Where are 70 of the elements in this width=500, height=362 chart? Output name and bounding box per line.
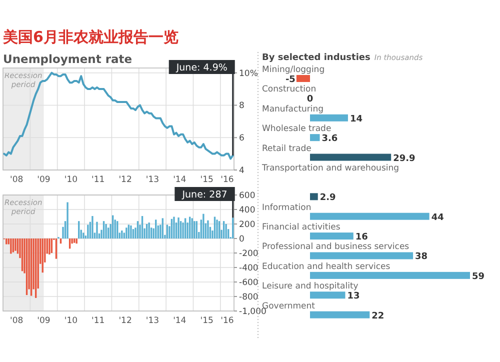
- y-tick-label: -200: [239, 249, 258, 259]
- y-tick-label: 10%: [239, 68, 258, 79]
- y-tick-label: -600: [239, 278, 258, 288]
- bar: [310, 252, 414, 260]
- y-tick-label: 6: [239, 134, 244, 144]
- y-tick-label: Education and health services: [262, 262, 391, 272]
- x-tick-label: '12: [118, 316, 132, 326]
- data-label: 13: [347, 292, 360, 302]
- y-tick-label: -1,000: [239, 307, 266, 317]
- x-tick-label: '15: [200, 316, 214, 326]
- x-tick-label: '10: [64, 316, 78, 326]
- x-tick-label: '10: [64, 175, 78, 185]
- annotation: June: 287: [181, 190, 228, 200]
- y-tick-label: Mining/logging: [262, 65, 325, 75]
- x-tick-label: '14: [173, 175, 186, 185]
- line-series: [3, 72, 234, 160]
- y-tick-label: Construction: [262, 84, 316, 95]
- x-tick-label: '15: [200, 175, 214, 185]
- y-tick-label: Leisure and hospitality: [262, 282, 358, 292]
- data-label: -5: [285, 75, 296, 85]
- chart-title: 美国6月非农就业报告一览: [2, 28, 178, 46]
- bar: [310, 272, 470, 279]
- y-tick-label: Information: [262, 202, 312, 213]
- x-tick-label: '08: [10, 175, 24, 185]
- bar: [310, 292, 346, 299]
- x-tick-label: '09: [37, 316, 50, 326]
- y-tick-label: 400: [239, 206, 256, 216]
- y-tick-label: Wholesale trade: [262, 124, 332, 134]
- y-tick-label: Transportation and warehousing: [261, 163, 400, 174]
- data-label: 14: [350, 114, 362, 124]
- data-label: 59: [472, 272, 485, 282]
- chart-title: By selected industies: [262, 53, 370, 63]
- x-tick-label: '16: [220, 175, 234, 185]
- y-tick-label: 8: [239, 101, 244, 112]
- bar: [310, 311, 370, 318]
- x-tick-label: '12: [118, 175, 132, 185]
- bar: [310, 154, 392, 161]
- bar: [310, 134, 320, 142]
- data-label: 3.6: [322, 134, 338, 144]
- y-tick-label: Financial activities: [262, 222, 341, 233]
- bar: [310, 212, 430, 220]
- data-label: 22: [372, 311, 384, 322]
- data-label: 29.9: [393, 154, 416, 164]
- data-label: 44: [431, 212, 444, 223]
- x-tick-label: '13: [146, 316, 160, 326]
- y-tick-label: -400: [239, 264, 258, 274]
- x-tick-label: '11: [92, 316, 105, 326]
- y-tick-label: -800: [239, 292, 258, 302]
- y-tick-label: Professional and business services: [262, 242, 410, 252]
- x-tick-label: '09: [37, 175, 50, 185]
- data-label: 16: [355, 232, 368, 243]
- annotation: June: 4.9%: [175, 62, 228, 74]
- y-tick-label: Manufacturing: [262, 104, 324, 114]
- data-label: 38: [415, 252, 428, 262]
- x-tick-label: '16: [220, 316, 234, 326]
- y-tick-label: 0: [239, 234, 244, 244]
- bar: [310, 114, 348, 122]
- y-tick-label: 200: [239, 220, 256, 230]
- bar: [310, 193, 318, 200]
- bar: [296, 75, 310, 82]
- bar: [310, 232, 354, 240]
- chart-subtitle: Unemployment rate: [3, 52, 132, 66]
- x-tick-label: '13: [146, 175, 160, 185]
- x-tick-label: '14: [173, 316, 186, 326]
- data-label: 2.9: [320, 193, 336, 204]
- y-tick-label: 4: [239, 166, 244, 176]
- x-tick-label: '11: [92, 175, 105, 185]
- y-tick-label: 600: [239, 191, 256, 201]
- y-tick-label: Retail trade: [262, 144, 312, 154]
- x-tick-label: '08: [10, 316, 24, 326]
